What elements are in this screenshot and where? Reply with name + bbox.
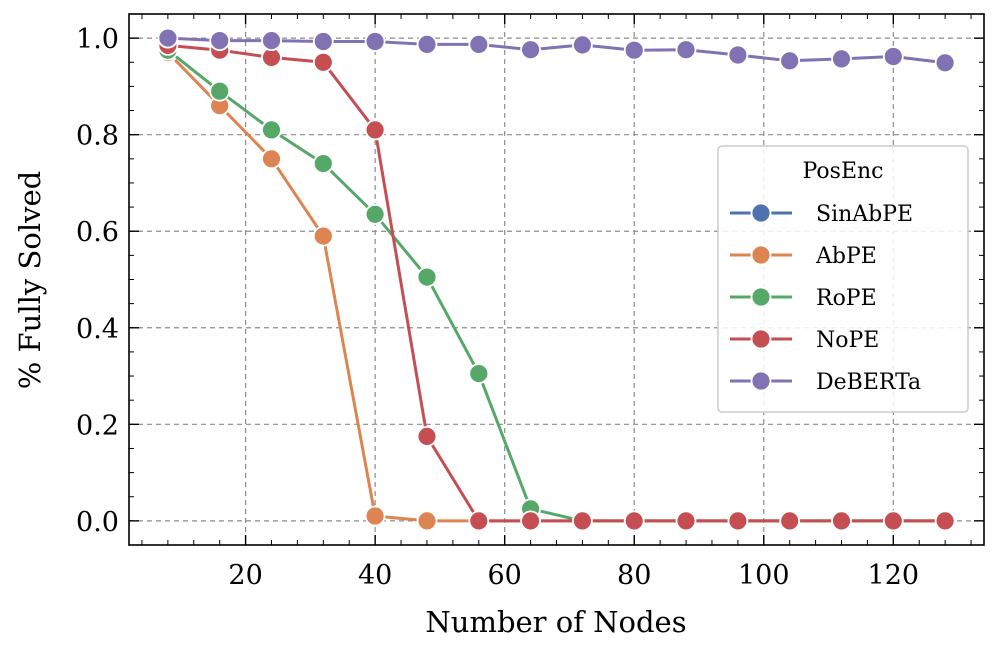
y-tick-label: 0.2 (76, 410, 119, 441)
data-point-nope (727, 510, 749, 532)
data-point-nope (934, 510, 956, 532)
legend-item-abpe: AbPE (730, 244, 877, 269)
legend-marker-sinabpe (750, 202, 772, 224)
data-point-deberta (779, 50, 801, 72)
legend-marker-rope (750, 286, 772, 308)
x-tick-label: 40 (358, 560, 392, 591)
x-tick-label: 20 (228, 560, 262, 591)
legend-item-nope: NoPE (730, 328, 879, 353)
data-point-deberta (364, 31, 386, 52)
plot-frame (128, 13, 985, 546)
data-point-deberta (312, 31, 334, 52)
data-point-deberta (468, 34, 490, 55)
legend-label-abpe: AbPE (815, 244, 877, 269)
data-point-nope (312, 51, 334, 73)
data-point-nope (572, 510, 593, 532)
y-tick-label: 1.0 (76, 24, 119, 55)
data-point-deberta (675, 39, 697, 61)
x-tick-label: 100 (738, 560, 790, 591)
data-point-rope (261, 119, 282, 141)
data-point-deberta (831, 48, 852, 70)
legend-title: PosEnc (803, 159, 884, 184)
data-point-deberta (934, 52, 956, 74)
data-point-abpe (416, 510, 438, 532)
legend-label-rope: RoPE (816, 286, 877, 311)
data-point-nope (520, 510, 541, 532)
data-point-abpe (312, 225, 334, 247)
data-point-nope (831, 510, 852, 532)
data-point-deberta (157, 27, 179, 49)
data-point-nope (779, 510, 801, 532)
data-point-deberta (520, 39, 541, 61)
data-point-nope (675, 510, 697, 532)
data-point-nope (882, 510, 904, 532)
x-axis-label: Number of Nodes (425, 605, 686, 639)
data-point-deberta (416, 34, 438, 55)
legend-item-sinabpe: SinAbPE (730, 202, 913, 227)
y-tick-label: 0.8 (76, 121, 119, 152)
series-deberta (157, 27, 956, 74)
legend: PosEnc SinAbPE AbPE RoPE NoPE DeBERTa (717, 145, 969, 413)
x-tick-label: 80 (617, 560, 651, 591)
series-line-nope (167, 43, 946, 523)
data-point-deberta (727, 44, 749, 66)
data-point-rope (364, 203, 386, 225)
y-tick-label: 0.0 (76, 507, 119, 538)
legend-label-deberta: DeBERTa (816, 370, 921, 395)
data-point-deberta (882, 46, 904, 67)
data-point-deberta (623, 39, 645, 61)
data-point-nope (468, 510, 490, 532)
y-tick-label: 0.4 (76, 314, 119, 345)
data-point-nope (416, 425, 438, 447)
data-point-nope (623, 510, 645, 532)
legend-item-deberta: DeBERTa (730, 370, 921, 395)
series-line-deberta (167, 36, 946, 65)
data-point-rope (416, 266, 438, 288)
data-point-nope (364, 119, 386, 141)
data-point-deberta (261, 30, 282, 51)
data-point-rope (209, 80, 231, 102)
legend-item-rope: RoPE (730, 286, 877, 311)
legend-marker-nope (750, 328, 772, 350)
y-axis-label: % Fully Solved (13, 171, 47, 389)
series-layer (157, 27, 956, 532)
y-tick-label: 0.6 (76, 217, 119, 248)
data-point-rope (468, 363, 490, 385)
data-point-abpe (261, 148, 282, 170)
legend-items: SinAbPE AbPE RoPE NoPE DeBERTa (730, 202, 921, 395)
legend-marker-abpe (750, 244, 772, 266)
data-point-deberta (209, 30, 231, 51)
data-point-abpe (364, 505, 386, 527)
x-tick-label: 60 (488, 560, 522, 591)
legend-label-nope: NoPE (816, 328, 879, 353)
legend-marker-deberta (750, 370, 772, 392)
data-point-rope (312, 153, 334, 175)
x-tick-label: 120 (868, 560, 920, 591)
data-point-deberta (572, 34, 593, 56)
axis-ticks (129, 13, 984, 546)
legend-label-sinabpe: SinAbPE (816, 202, 913, 227)
tick-labels: 20 40 60 80 100 120 0.0 0.2 0.4 0.6 0.8 1.0 (76, 24, 919, 591)
